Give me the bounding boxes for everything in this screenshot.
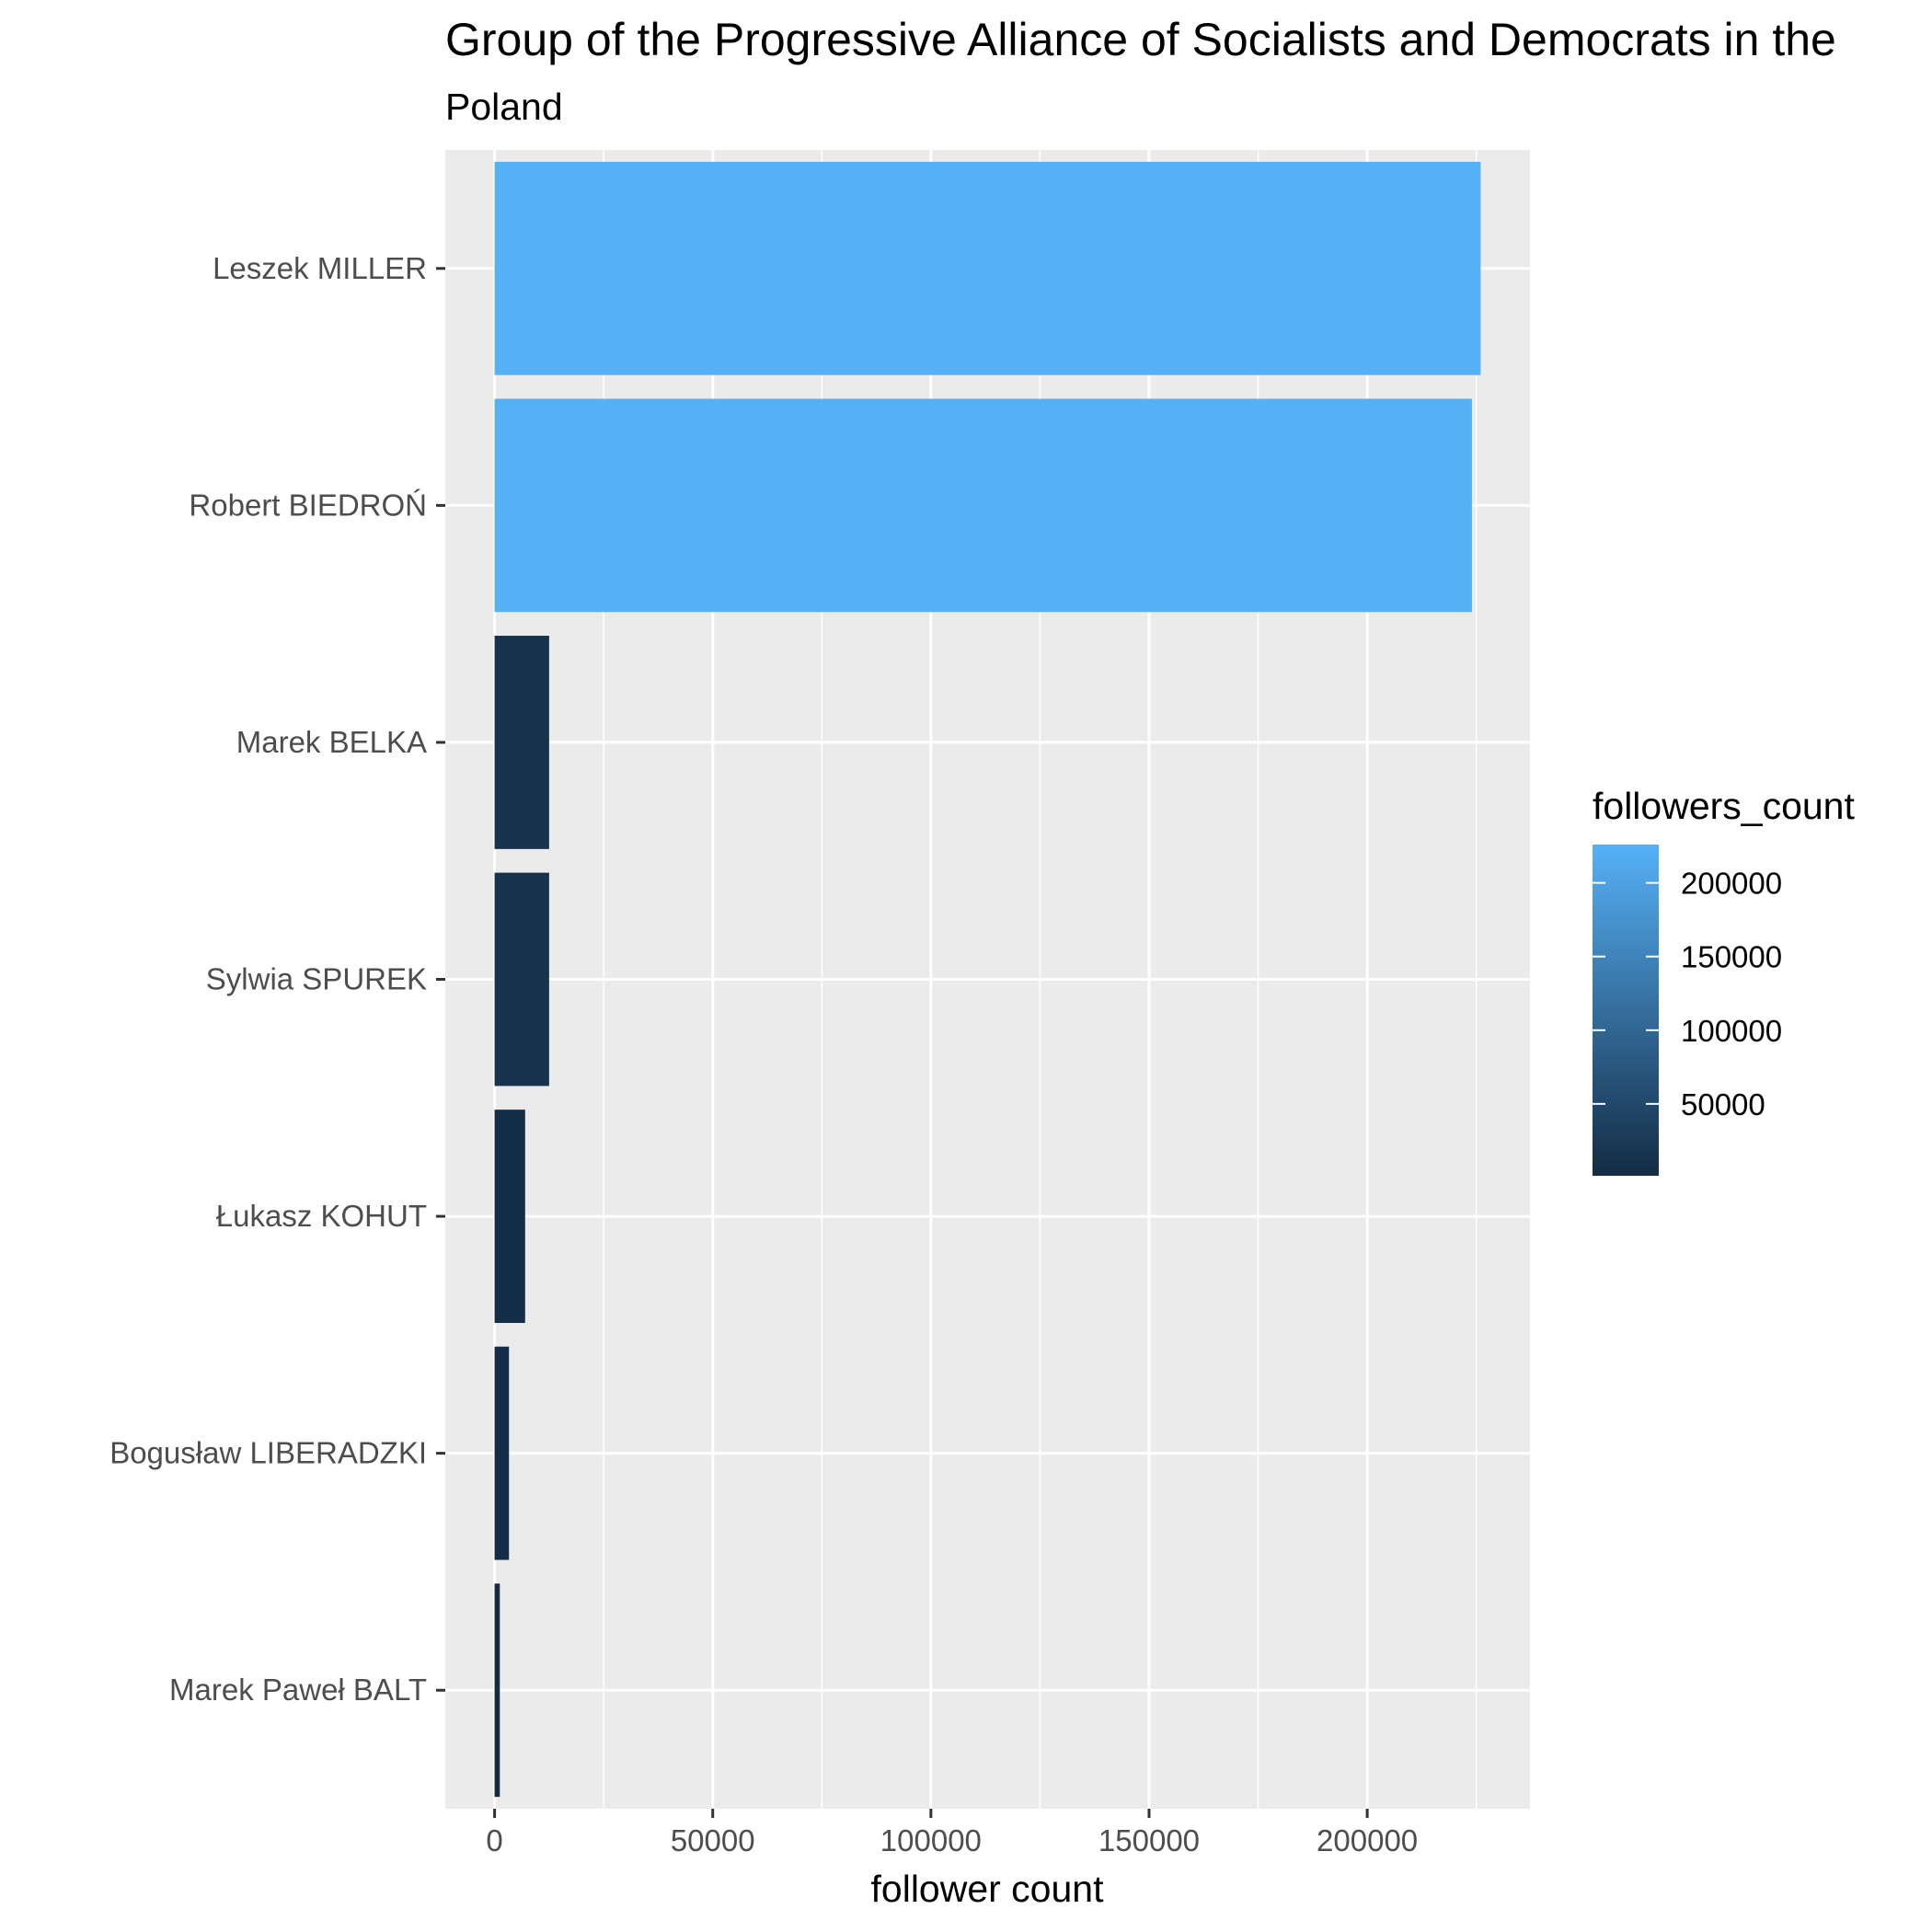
x-tick-label: 50000 (671, 1823, 755, 1857)
bar (494, 1110, 525, 1323)
y-tick-label: Bogusław LIBERADZKI (109, 1436, 427, 1470)
x-tick-label: 150000 (1098, 1823, 1200, 1857)
chart-title: Group of the Progressive Alliance of Soc… (445, 14, 1836, 65)
legend-tick-label: 100000 (1681, 1014, 1782, 1048)
bar (494, 398, 1472, 613)
legend-tick-label: 200000 (1681, 867, 1782, 901)
legend-colorbar (1593, 845, 1659, 1176)
y-axis: Leszek MILLER Robert BIEDROŃ Marek BELKA Sy… (109, 251, 445, 1707)
legend-title: followers_count (1593, 785, 1855, 827)
legend-tick-label: 150000 (1681, 940, 1782, 974)
x-tick-label: 200000 (1317, 1823, 1418, 1857)
y-tick-label: Łukasz KOHUT (216, 1199, 427, 1233)
chart-subtitle: Poland (445, 86, 563, 128)
bar (494, 872, 549, 1087)
bars (494, 161, 1481, 1798)
y-tick-label: Sylwia SPUREK (206, 962, 427, 996)
x-tick-label: 0 (486, 1823, 502, 1857)
y-tick-label: Marek Paweł BALT (169, 1673, 427, 1707)
legend-ticks: 50000 100000 150000 200000 (1593, 867, 1782, 1121)
legend: followers_count 50000 100000 150000 200000 (1593, 785, 1855, 1176)
bar (494, 1583, 500, 1798)
y-tick-label: Marek BELKA (236, 725, 427, 759)
y-tick-label: Robert BIEDROŃ (189, 488, 427, 522)
legend-tick-label: 50000 (1681, 1087, 1765, 1121)
y-tick-label: Leszek MILLER (213, 251, 427, 285)
x-axis-title: follower count (871, 1868, 1105, 1910)
x-tick-label: 100000 (880, 1823, 982, 1857)
bar (494, 1346, 510, 1560)
bar (494, 161, 1481, 375)
x-axis: 0 50000 100000 150000 200000 (486, 1809, 1418, 1857)
bar (494, 636, 549, 849)
